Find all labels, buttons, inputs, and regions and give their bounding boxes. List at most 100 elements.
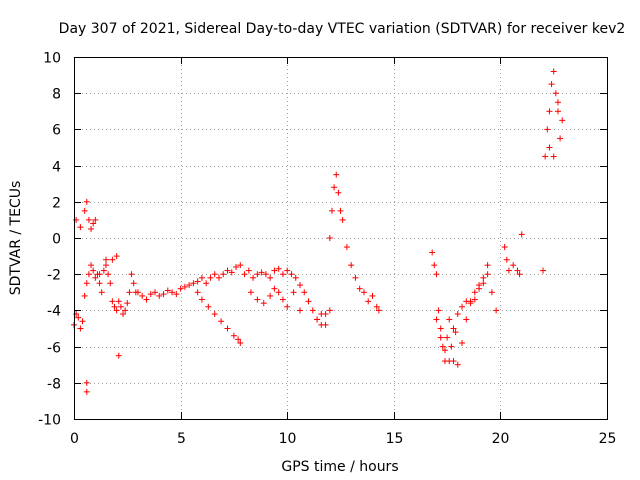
data-point (126, 289, 133, 296)
data-point (88, 225, 95, 232)
x-tick-label: 10 (279, 431, 297, 447)
data-point (493, 307, 500, 314)
y-tick-label: 6 (52, 123, 61, 139)
data-point (348, 262, 355, 269)
data-point (314, 316, 321, 323)
data-point (544, 126, 551, 133)
data-point (352, 274, 359, 281)
data-point (444, 334, 451, 341)
data-point (322, 321, 329, 328)
data-point (130, 280, 137, 287)
data-point (115, 352, 122, 359)
data-point (120, 311, 127, 318)
data-point (218, 318, 225, 325)
data-point (288, 271, 295, 278)
data-point (96, 280, 103, 287)
data-point (122, 307, 129, 314)
data-point (356, 285, 363, 292)
data-point (554, 108, 561, 115)
data-point (96, 271, 103, 278)
tick-marks (74, 57, 608, 420)
data-point (514, 267, 521, 274)
data-point (247, 289, 254, 296)
data-point (215, 274, 222, 281)
data-point (254, 296, 261, 303)
data-point (160, 291, 167, 298)
data-point (181, 283, 188, 290)
data-point (318, 311, 325, 318)
data-point (471, 296, 478, 303)
data-point (559, 117, 566, 124)
data-point (77, 325, 84, 332)
data-points (71, 68, 566, 395)
data-point (258, 269, 265, 276)
data-point (429, 249, 436, 256)
data-point (550, 153, 557, 160)
data-point (431, 262, 438, 269)
data-point (267, 292, 274, 299)
data-point (254, 271, 261, 278)
data-point (83, 379, 90, 386)
data-point (518, 231, 525, 238)
data-point (335, 189, 342, 196)
data-point (113, 253, 120, 260)
data-point (111, 303, 118, 310)
grid-layer (74, 57, 607, 419)
data-point (503, 256, 510, 263)
data-point (550, 68, 557, 75)
data-point (488, 289, 495, 296)
data-point (190, 280, 197, 287)
data-point (463, 316, 470, 323)
x-tick-label: 5 (177, 431, 186, 447)
data-point (85, 216, 92, 223)
data-point (262, 271, 269, 278)
data-point (369, 292, 376, 299)
data-point (169, 289, 176, 296)
data-point (124, 300, 131, 307)
data-point (271, 285, 278, 292)
data-point (373, 303, 380, 310)
data-point (75, 314, 82, 321)
data-point (328, 207, 335, 214)
data-point (296, 282, 303, 289)
data-point (77, 224, 84, 231)
data-point (433, 271, 440, 278)
data-point (79, 318, 86, 325)
data-point (230, 332, 237, 339)
data-point (152, 289, 159, 296)
data-point (102, 262, 109, 269)
data-point (198, 296, 205, 303)
data-point (554, 99, 561, 106)
data-point (173, 291, 180, 298)
data-point (501, 244, 508, 251)
data-point (557, 135, 564, 142)
data-point (92, 274, 99, 281)
data-point (448, 343, 455, 350)
data-point (98, 289, 105, 296)
data-point (237, 262, 244, 269)
data-point (454, 361, 461, 368)
data-point (480, 280, 487, 287)
data-point (250, 274, 257, 281)
data-point (115, 298, 122, 305)
data-point (260, 300, 267, 307)
data-point (516, 271, 523, 278)
data-point (113, 307, 120, 314)
data-point (309, 307, 316, 314)
data-point (471, 289, 478, 296)
data-point (233, 263, 240, 270)
data-point (446, 358, 453, 365)
data-point (326, 307, 333, 314)
data-point (224, 325, 231, 332)
data-point (241, 271, 248, 278)
x-tick-label: 15 (386, 431, 404, 447)
data-point (109, 256, 116, 263)
y-tick-labels: 10 8 6 4 2 0 -2 -4 -6 -8 -10 (38, 51, 61, 429)
data-point (228, 269, 235, 276)
data-point (90, 267, 97, 274)
data-point (331, 184, 338, 191)
data-point (275, 289, 282, 296)
data-point (480, 274, 487, 281)
data-point (452, 329, 459, 336)
